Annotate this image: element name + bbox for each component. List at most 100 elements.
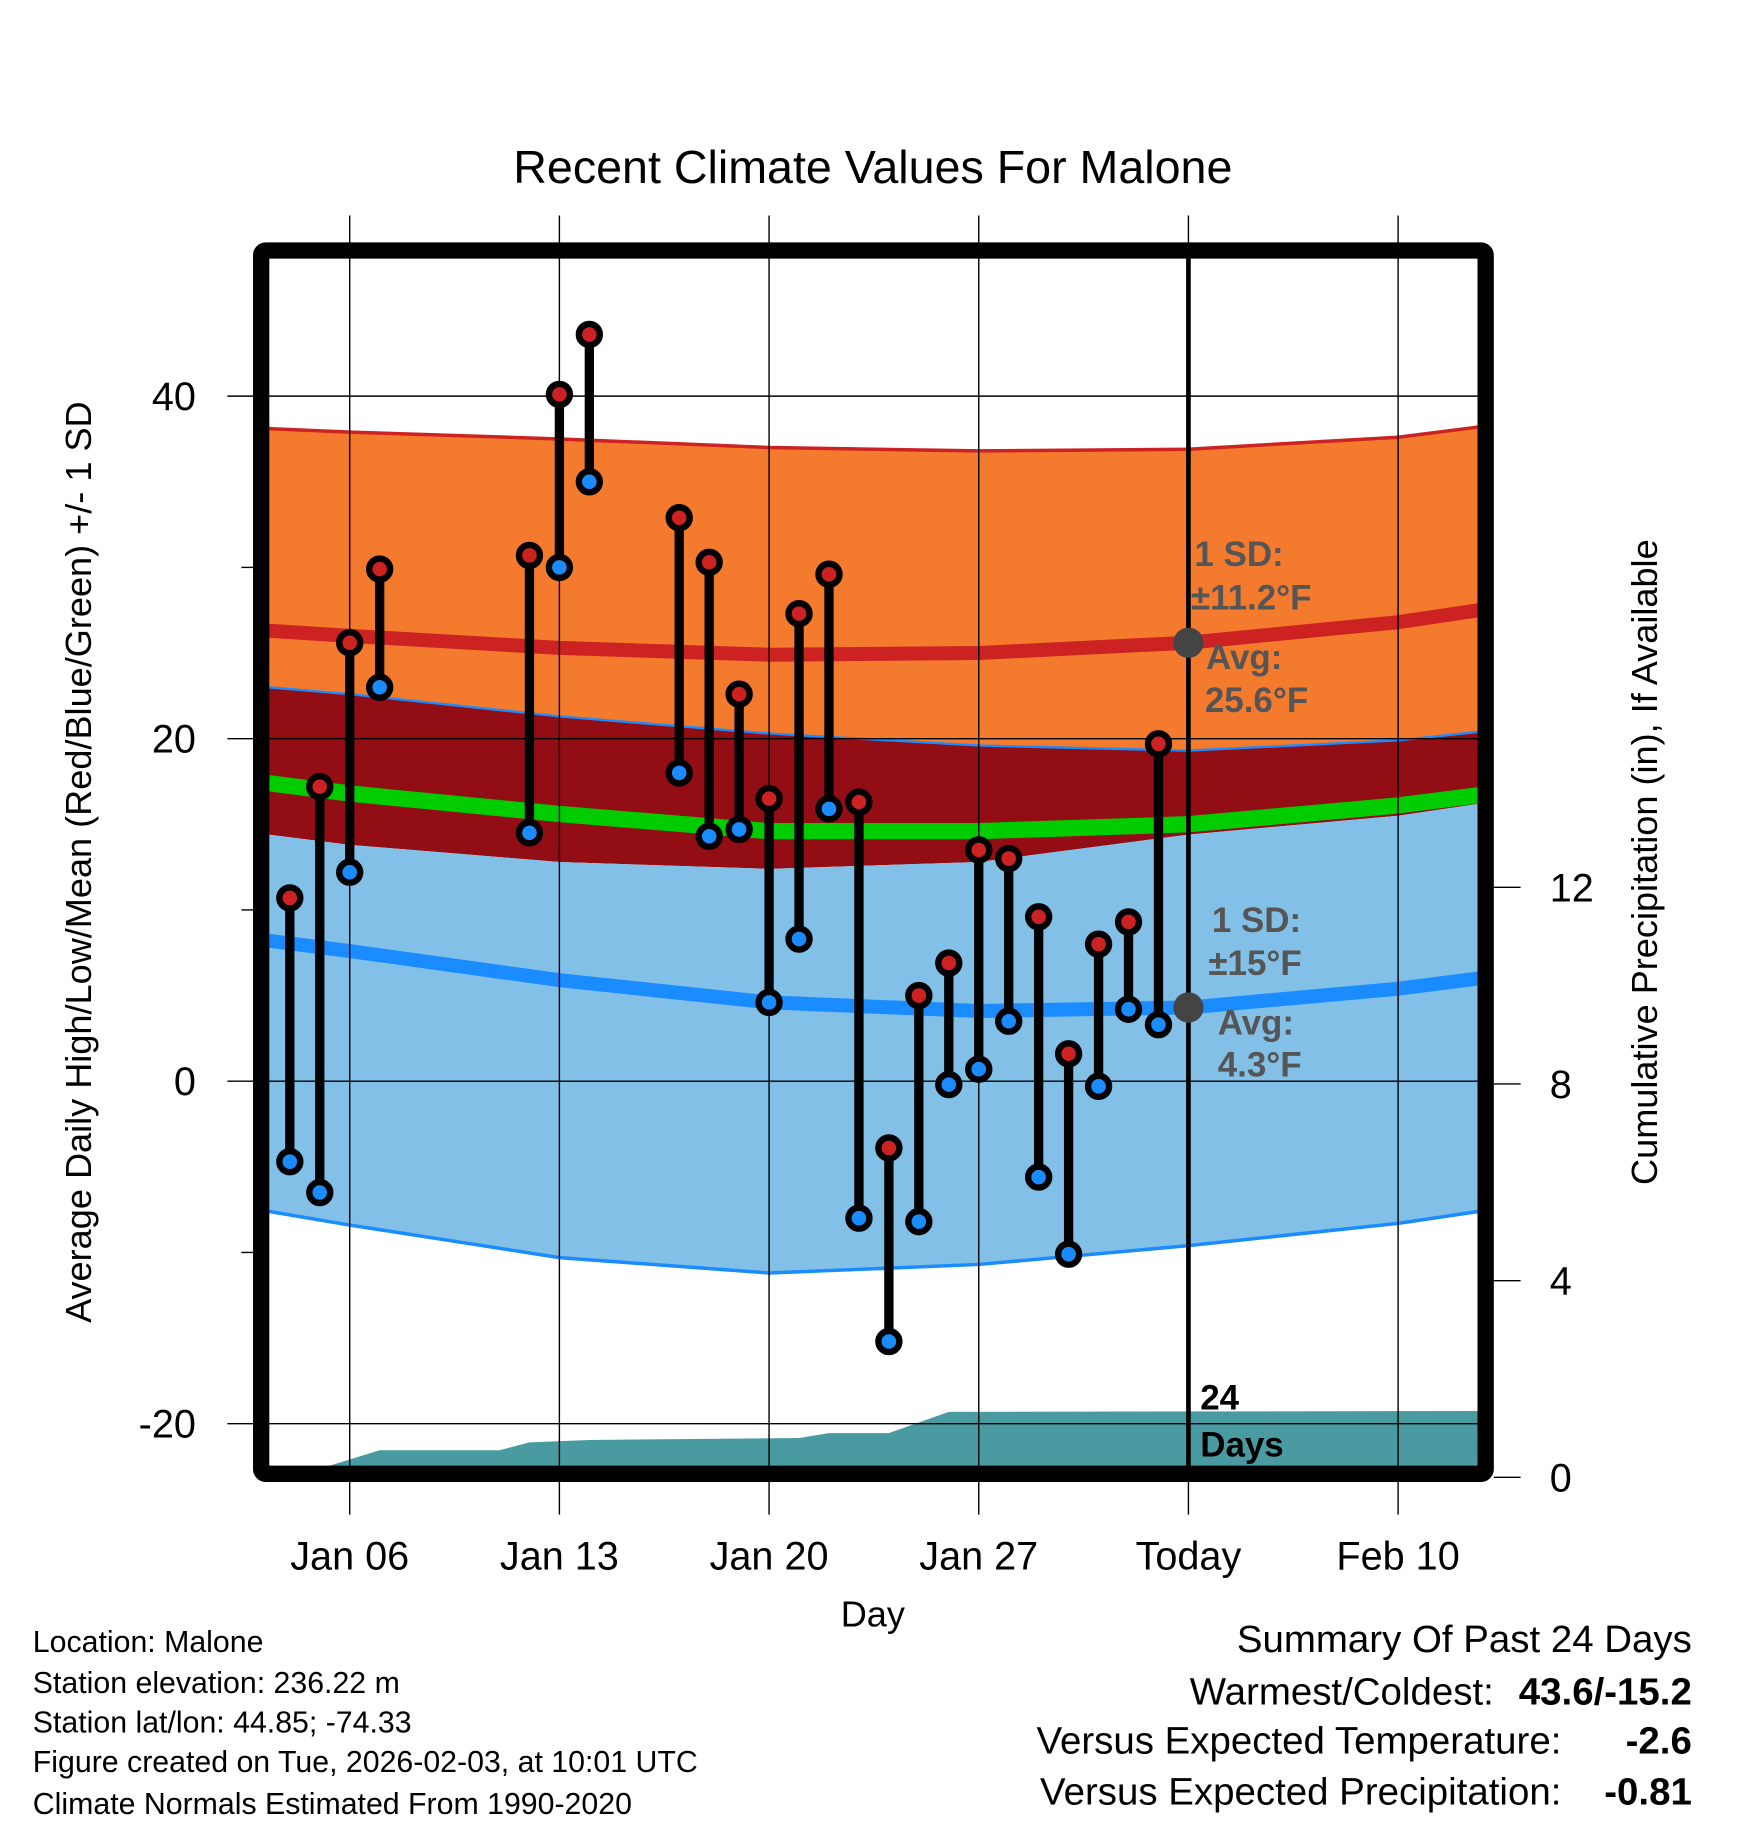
- daily-high-point: [1114, 908, 1143, 936]
- daily-high-point: [365, 555, 394, 583]
- daily-low-point: [815, 795, 843, 823]
- summary-temp-value: -2.6: [1626, 1719, 1692, 1762]
- daily-low-point: [695, 822, 723, 850]
- daily-low-point: [1024, 1163, 1053, 1191]
- daily-high-point: [665, 504, 693, 532]
- daily-high-point: [1084, 930, 1113, 958]
- plot-frame: [253, 242, 1494, 1482]
- daily-high-point: [575, 320, 604, 349]
- high-sd-band: [268, 426, 1479, 751]
- daily-low-point: [1054, 1240, 1083, 1268]
- y-tick-label: 40: [152, 375, 196, 419]
- y2-tick-label: 0: [1550, 1456, 1572, 1500]
- daily-high-point: [905, 981, 933, 1010]
- y-tick-label: -20: [139, 1403, 196, 1447]
- x-tick-label: Jan 06: [290, 1534, 409, 1578]
- daily-high-point: [785, 599, 813, 628]
- daily-high-point: [1024, 903, 1053, 931]
- daily-high-point: [1144, 730, 1173, 758]
- x-tick-label: Jan 20: [710, 1534, 829, 1578]
- daily-high-point: [515, 541, 544, 570]
- daily-high-point: [815, 560, 843, 588]
- daily-low-point: [875, 1327, 903, 1356]
- footer-latlon: Station lat/lon: 44.85; -74.33: [33, 1706, 412, 1739]
- low-sd-value: ±15°F: [1208, 944, 1301, 983]
- daily-low-point: [545, 553, 574, 582]
- low-sd-label: 1 SD:: [1212, 901, 1301, 940]
- y-axis-label: Average Daily High/Low/Mean (Red/Blue/Gr…: [58, 401, 99, 1323]
- high-avg-marker: [1173, 627, 1204, 658]
- high-sd-value: ±11.2°F: [1191, 578, 1312, 617]
- daily-high-point: [965, 836, 993, 864]
- daily-low-point: [905, 1207, 933, 1236]
- daily-high-point: [695, 548, 723, 576]
- footer-location: Location: Malone: [33, 1626, 264, 1659]
- daily-high-point: [336, 629, 364, 657]
- daily-low-point: [965, 1055, 993, 1083]
- mean-line: [267, 775, 1481, 840]
- daily-low-point: [365, 673, 394, 701]
- footer-normals: Climate Normals Estimated From 1990-2020: [33, 1788, 632, 1821]
- daily-high-point: [1054, 1040, 1083, 1068]
- summary-precip-label: Versus Expected Precipitation:: [1040, 1771, 1561, 1814]
- x-tick-label: Feb 10: [1336, 1534, 1459, 1578]
- summary-warmest-value: 43.6/-15.2: [1519, 1671, 1692, 1714]
- y2-tick-label: 4: [1550, 1260, 1572, 1304]
- daily-high-point: [725, 680, 753, 708]
- precip-area: [325, 1410, 1478, 1467]
- daily-high-point: [306, 772, 334, 801]
- daily-high-point: [995, 844, 1023, 873]
- footer-created: Figure created on Tue, 2026-02-03, at 10…: [33, 1746, 698, 1779]
- x-tick-label: Jan 27: [919, 1534, 1038, 1578]
- daily-low-point: [1084, 1072, 1113, 1101]
- low-mean-line: [267, 933, 1480, 1018]
- x-tick-label: Today: [1136, 1534, 1242, 1578]
- daily-high-point: [845, 788, 873, 816]
- x-tick-label: Jan 13: [500, 1534, 619, 1578]
- daily-high-point: [875, 1134, 903, 1162]
- daily-low-point: [845, 1204, 873, 1232]
- low-avg-value: 4.3°F: [1218, 1046, 1302, 1085]
- daily-high-point: [755, 784, 783, 813]
- daily-high-point: [935, 949, 963, 977]
- high-mean-line: [268, 603, 1481, 662]
- daily-low-point: [515, 819, 544, 847]
- high-avg-label: Avg:: [1206, 638, 1282, 677]
- y2-axis-label: Cumulative Precipitation (in), If Availa…: [1624, 539, 1665, 1185]
- summary-temp-label: Versus Expected Temperature:: [1036, 1719, 1561, 1762]
- y-tick-label: 0: [174, 1060, 196, 1104]
- high-avg-value: 25.6°F: [1205, 681, 1308, 720]
- low-sd-band: [268, 803, 1479, 1274]
- daily-low-point: [575, 468, 604, 496]
- low-avg-marker: [1173, 992, 1204, 1023]
- daily-low-point: [995, 1007, 1023, 1035]
- days-word: Days: [1200, 1425, 1284, 1464]
- low-avg-label: Avg:: [1218, 1004, 1294, 1043]
- daily-low-point: [336, 858, 364, 886]
- y2-tick-label: 12: [1550, 866, 1594, 910]
- high-sd-label: 1 SD:: [1194, 535, 1283, 574]
- daily-low-point: [755, 988, 783, 1017]
- summary-warmest-label: Warmest/Coldest:: [1190, 1671, 1494, 1714]
- days-count: 24: [1200, 1379, 1239, 1418]
- daily-low-point: [725, 815, 753, 844]
- y2-tick-label: 8: [1550, 1063, 1572, 1107]
- daily-low-point: [1114, 995, 1143, 1023]
- daily-high-point: [545, 380, 574, 409]
- daily-low-point: [306, 1178, 334, 1207]
- summary-precip-value: -0.81: [1604, 1771, 1692, 1814]
- y-tick-label: 20: [152, 718, 196, 762]
- high-plus-sd-line: [268, 425, 1480, 453]
- daily-high-point: [276, 884, 304, 912]
- daily-low-point: [1144, 1010, 1173, 1039]
- daily-low-point: [785, 925, 813, 953]
- x-axis-label: Day: [841, 1593, 905, 1634]
- footer-elevation: Station elevation: 236.22 m: [33, 1667, 400, 1700]
- chart-title: Recent Climate Values For Malone: [513, 141, 1232, 193]
- daily-low-point: [665, 759, 693, 787]
- low-minus-sd-line: [268, 1209, 1480, 1275]
- summary-title: Summary Of Past 24 Days: [1237, 1618, 1692, 1661]
- daily-low-point: [935, 1070, 963, 1099]
- daily-low-point: [276, 1147, 304, 1176]
